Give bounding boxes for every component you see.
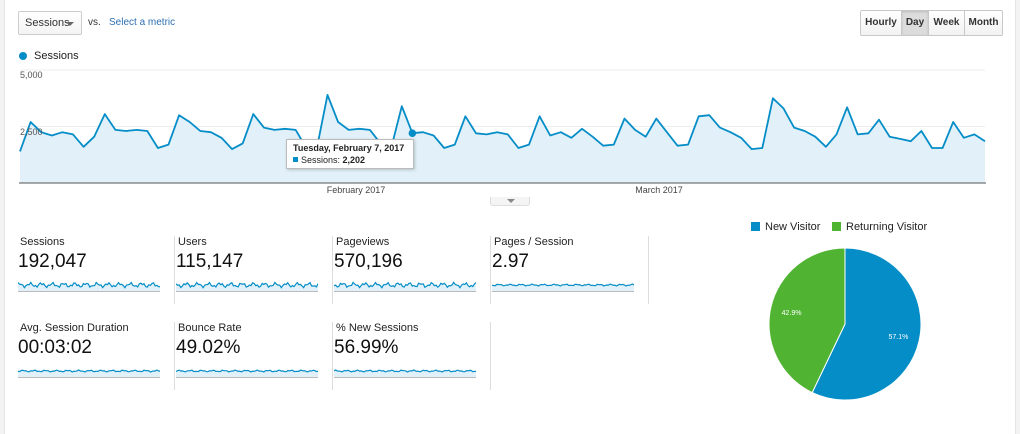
sessions-line bbox=[19, 94, 986, 152]
sessions-legend-dot bbox=[19, 52, 27, 60]
tooltip-date: Tuesday, February 7, 2017 bbox=[293, 143, 405, 153]
kpi-value: 2.97 bbox=[492, 251, 529, 272]
pie-legend-returning-visitor[interactable]: Returning Visitor bbox=[832, 221, 927, 233]
legend-swatch-icon bbox=[751, 222, 760, 231]
kpi-label: Sessions bbox=[20, 236, 65, 248]
month-label-february: February 2017 bbox=[327, 185, 386, 195]
kpi-users[interactable]: Users 115,147 bbox=[176, 236, 333, 304]
kpi-new-sessions[interactable]: % New Sessions 56.99% bbox=[334, 322, 491, 390]
series-square-icon bbox=[293, 157, 298, 162]
week-button[interactable]: Week bbox=[929, 11, 965, 35]
kpi-bounce-rate[interactable]: Bounce Rate 49.02% bbox=[176, 322, 333, 390]
chart-expander-handle[interactable] bbox=[490, 197, 530, 206]
kpi-value: 115,147 bbox=[176, 251, 244, 272]
hourly-button[interactable]: Hourly bbox=[861, 11, 902, 35]
sparkline-area bbox=[18, 282, 160, 292]
tooltip-value: 2,202 bbox=[342, 155, 366, 165]
metric-select[interactable]: Sessions bbox=[18, 11, 82, 35]
kpi-avg-session-duration[interactable]: Avg. Session Duration 00:03:02 bbox=[18, 322, 175, 390]
kpi-sparkline bbox=[18, 281, 160, 292]
kpi-sparkline bbox=[492, 283, 634, 292]
kpi-label: % New Sessions bbox=[336, 322, 419, 334]
chevron-down-icon bbox=[507, 199, 515, 203]
sparkline-line bbox=[334, 369, 476, 373]
pie-legend-label: Returning Visitor bbox=[846, 221, 928, 233]
y-tick-label-2500: 2,500 bbox=[20, 127, 43, 137]
legend-swatch-icon bbox=[832, 222, 841, 231]
sparkline-area bbox=[176, 370, 318, 378]
sessions-line-chart[interactable]: 5,000 2,500 February 2017 March 2017 bbox=[0, 62, 1010, 197]
kpi-label: Pageviews bbox=[336, 236, 390, 248]
kpi-sparkline bbox=[334, 281, 476, 292]
sessions-area bbox=[20, 94, 985, 183]
kpi-pageviews[interactable]: Pageviews 570,196 bbox=[334, 236, 491, 304]
kpi-label: Pages / Session bbox=[494, 236, 574, 248]
kpi-value: 570,196 bbox=[334, 251, 403, 272]
pie-slice-returning-visitor[interactable] bbox=[768, 247, 846, 394]
hover-point[interactable] bbox=[408, 129, 417, 138]
sparkline-line bbox=[176, 281, 318, 289]
range-button-group: Hourly Day Week Month bbox=[860, 10, 1003, 36]
vs-label: vs. bbox=[88, 17, 101, 28]
kpi-label: Avg. Session Duration bbox=[20, 322, 129, 334]
select-metric-link[interactable]: Select a metric bbox=[109, 17, 176, 28]
pie-slice-label: 57.1% bbox=[888, 334, 908, 341]
kpi-sparkline bbox=[176, 369, 318, 378]
pie-slice-label: 42.9% bbox=[782, 310, 802, 317]
kpi-sparkline bbox=[334, 369, 476, 378]
sparkline-area bbox=[492, 284, 634, 292]
kpi-pages-per-session[interactable]: Pages / Session 2.97 bbox=[492, 236, 649, 304]
day-button[interactable]: Day bbox=[902, 11, 929, 35]
kpi-label: Users bbox=[178, 236, 207, 248]
sparkline-line bbox=[18, 281, 160, 289]
sparkline-line bbox=[18, 369, 160, 373]
metric-select-label: Sessions bbox=[25, 17, 70, 29]
kpi-value: 49.02% bbox=[176, 337, 241, 358]
pie-legend-new-visitor[interactable]: New Visitor bbox=[751, 221, 820, 233]
sparkline-line bbox=[334, 281, 476, 289]
sparkline-area bbox=[334, 370, 476, 378]
sessions-legend-label: Sessions bbox=[34, 50, 79, 62]
sparkline-line bbox=[176, 369, 318, 373]
chart-tooltip: Tuesday, February 7, 2017 Sessions: 2,20… bbox=[286, 139, 414, 169]
kpi-value: 00:03:02 bbox=[18, 337, 92, 358]
pie-legend-label: New Visitor bbox=[765, 221, 821, 233]
caret-down-icon bbox=[66, 22, 74, 26]
sparkline-line bbox=[492, 283, 634, 287]
kpi-sparkline bbox=[176, 281, 318, 292]
month-button[interactable]: Month bbox=[965, 11, 1002, 35]
y-tick-label-5000: 5,000 bbox=[20, 70, 43, 80]
kpi-value: 192,047 bbox=[18, 251, 87, 272]
tooltip-row: Sessions: 2,202 bbox=[293, 154, 407, 166]
kpi-sparkline bbox=[18, 369, 160, 378]
kpi-sessions[interactable]: Sessions 192,047 bbox=[18, 236, 175, 304]
kpi-value: 56.99% bbox=[334, 337, 399, 358]
tooltip-metric: Sessions: bbox=[301, 155, 343, 165]
pie-slice-new-visitor[interactable] bbox=[811, 247, 922, 401]
kpi-label: Bounce Rate bbox=[178, 322, 242, 334]
sparkline-area bbox=[18, 370, 160, 378]
month-label-march: March 2017 bbox=[635, 185, 683, 195]
visitor-type-pie-chart[interactable]: 57.1% 42.9% bbox=[760, 242, 930, 402]
